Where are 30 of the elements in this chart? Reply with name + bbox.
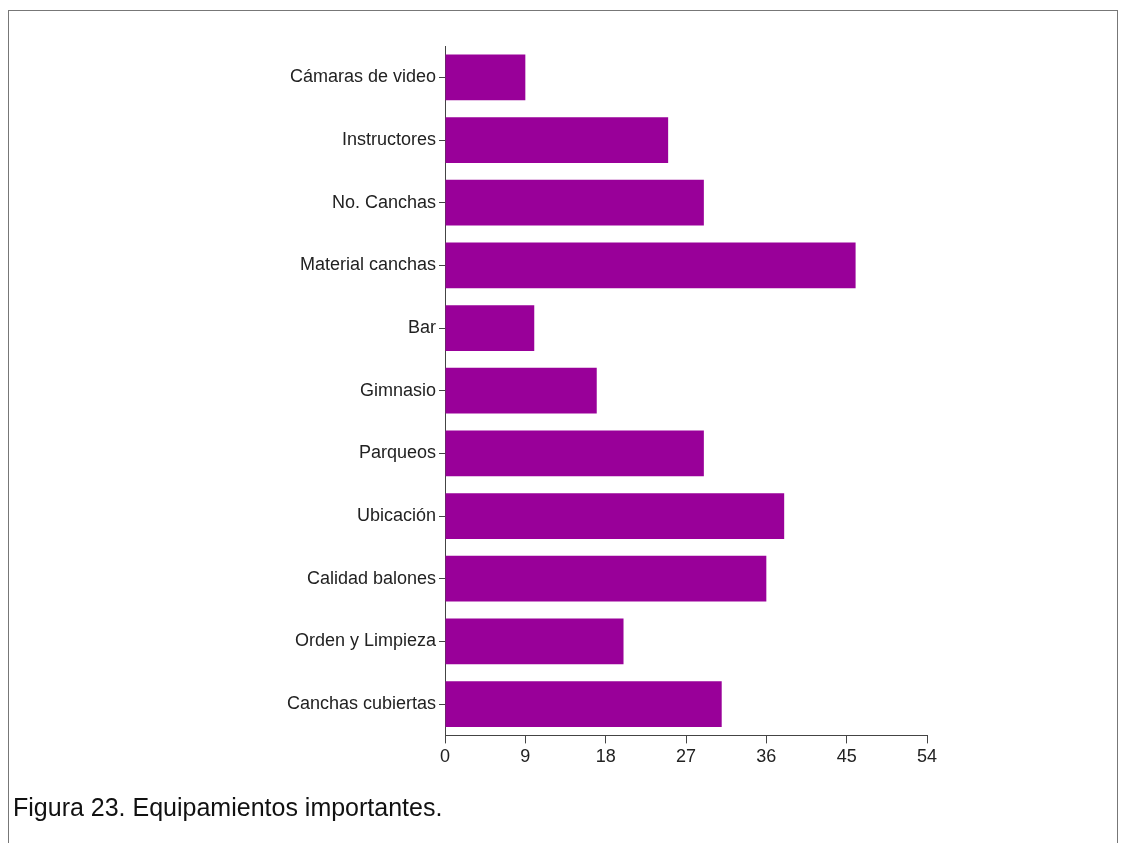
x-tick-label: 54 — [916, 746, 938, 767]
y-tick-label: Material canchas — [299, 254, 436, 275]
x-tick-label: 0 — [439, 746, 451, 767]
bar — [445, 681, 722, 727]
bar — [445, 54, 526, 101]
y-tick-label: Instructores — [341, 128, 436, 149]
x-tick-label: 9 — [520, 746, 531, 767]
y-tick-label: Ubicación — [356, 505, 436, 526]
text: Figura 23. Equipamientos importantes. — [13, 793, 443, 822]
bar — [445, 179, 704, 226]
bar — [445, 305, 535, 351]
y-tick-label: Orden y Limpieza — [294, 630, 437, 651]
y-tick-label: Parqueos — [358, 442, 436, 463]
bar — [445, 367, 597, 414]
y-tick-label: Gimnasio — [359, 379, 436, 400]
y-tick-label: No. Canchas — [331, 191, 436, 212]
x-tick-label: 36 — [756, 746, 777, 767]
y-tick-label: Calidad balones — [306, 567, 436, 588]
x-tick-label: 27 — [675, 746, 697, 767]
bar — [445, 430, 704, 477]
y-tick-label: Bar — [407, 317, 436, 337]
y-tick-label: Cámaras de video — [289, 66, 436, 87]
bar — [445, 493, 785, 539]
bar — [445, 618, 624, 665]
x-tick-label: 18 — [595, 746, 616, 767]
y-tick-label: Canchas cubiertas — [286, 693, 436, 714]
bar — [445, 555, 767, 602]
bar — [445, 117, 669, 163]
bar — [445, 242, 856, 289]
x-tick-label: 45 — [836, 746, 857, 767]
